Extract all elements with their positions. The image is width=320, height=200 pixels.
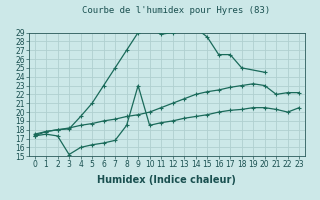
Text: Courbe de l'humidex pour Hyres (83): Courbe de l'humidex pour Hyres (83) bbox=[82, 6, 270, 15]
X-axis label: Humidex (Indice chaleur): Humidex (Indice chaleur) bbox=[98, 175, 236, 185]
